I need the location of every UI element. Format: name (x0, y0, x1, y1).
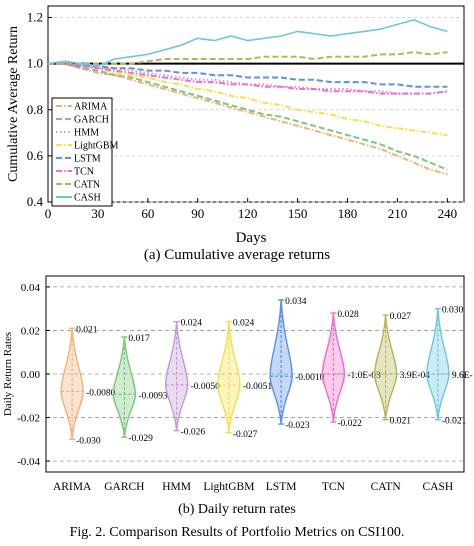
legend-label-lightgbm: LightGBM (74, 141, 119, 152)
mean-label-garch: -0.0093 (138, 391, 168, 401)
x-tick-label-a: 180 (338, 206, 358, 221)
x-axis-label-a: Days (236, 230, 267, 246)
x-tick-label-a: 0 (45, 206, 52, 221)
legend-label-tcn: TCN (74, 167, 94, 178)
min-label-lightgbm: -0.027 (233, 430, 258, 440)
mean-label-catn: 3.9E-04 (400, 371, 431, 381)
category-label-cash: CASH (423, 481, 454, 493)
min-label-cash: -0.021 (442, 417, 467, 427)
mean-label-arima: -0.0080 (86, 388, 116, 398)
series-line-hmm (48, 62, 448, 95)
mean-label-hmm: -0.0050 (191, 382, 221, 392)
legend: ARIMA GARCH HMM LightGBM LSTM TCN CATN CASH (51, 97, 119, 207)
category-label-lightgbm: LightGBM (203, 481, 254, 493)
series-line-lstm (48, 62, 448, 88)
y-tick-label-b: -0.04 (17, 456, 40, 468)
category-label-arima: ARIMA (53, 481, 92, 493)
series-line-cash (47, 18, 448, 67)
legend-label-lstm: LSTM (74, 154, 101, 165)
max-label-cash: 0.030 (442, 306, 464, 316)
y-tick-label-a: 0.8 (27, 102, 43, 117)
y-axis-label-b: Daily Return Rates (2, 332, 14, 416)
series-line-catn (48, 51, 448, 65)
y-tick-label-b: -0.02 (17, 413, 40, 425)
min-label-tcn: -0.022 (337, 419, 362, 429)
x-tick-label-a: 120 (238, 206, 258, 221)
ticks-a: 0.4 0.6 0.8 1.0 1.2 0 30 60 90 120 150 180 210 240 (27, 10, 457, 221)
mean-label-cash: 9.6E- (452, 371, 473, 381)
max-label-lstm: 0.034 (285, 297, 307, 307)
min-label-garch: -0.029 (128, 434, 153, 444)
violins: 0.021 -0.030 -0.0080 0.017 -0.029 -0.0093 0.02… (60, 297, 473, 446)
mean-label-tcn: -1.0E-03 (347, 371, 381, 381)
max-label-tcn: 0.028 (337, 310, 359, 320)
legend-label-arima: ARIMA (74, 102, 108, 113)
series-lines (47, 18, 464, 176)
legend-label-cash: CASH (74, 193, 101, 204)
legend-label-garch: GARCH (74, 115, 109, 126)
legend-label-hmm: HMM (74, 128, 99, 139)
x-tick-label-a: 240 (438, 206, 458, 221)
max-label-lightgbm: 0.024 (233, 319, 255, 329)
max-label-catn: 0.027 (390, 312, 412, 322)
y-tick-label-a: 0.4 (27, 194, 44, 209)
y-tick-label-b: 0.00 (21, 369, 41, 381)
series-line-garch (48, 62, 448, 171)
y-tick-label-a: 1.0 (27, 56, 43, 71)
min-label-catn: 0.021 (390, 417, 412, 427)
category-label-hmm: HMM (162, 481, 191, 493)
daily-return-violin-chart: -0.04 -0.02 0.00 0.02 0.04 ARIMA GARCH HMM Light… (2, 275, 473, 493)
legend-box (51, 97, 113, 207)
legend-label-catn: CATN (74, 180, 100, 191)
plot-frame-a (47, 5, 465, 203)
cumulative-returns-chart: 0.4 0.6 0.8 1.0 1.2 0 30 60 90 120 150 180 210 240 AR… (6, 5, 465, 246)
x-tick-label-a: 30 (91, 206, 104, 221)
category-label-catn: CATN (371, 481, 402, 493)
subcaption-b: (b) Daily return rates (178, 502, 296, 517)
max-label-garch: 0.017 (128, 334, 150, 344)
min-label-lstm: -0.023 (285, 421, 310, 431)
y-tick-label-a: 0.6 (27, 148, 44, 163)
category-label-lstm: LSTM (266, 481, 297, 493)
y-tick-label-a: 1.2 (27, 10, 43, 25)
mean-label-lstm: -0.0010 (295, 373, 325, 383)
min-label-hmm: -0.026 (181, 428, 206, 438)
mean-label-lightgbm: -0.0051 (243, 382, 273, 392)
figure-caption: Fig. 2. Comparison Results of Portfolio … (69, 525, 405, 540)
min-label-arima: -0.030 (76, 436, 101, 446)
max-label-hmm: 0.024 (181, 319, 203, 329)
max-label-arima: 0.021 (76, 325, 98, 335)
x-tick-label-a: 150 (288, 206, 308, 221)
y-tick-label-b: 0.02 (21, 325, 40, 337)
x-tick-label-a: 90 (191, 206, 204, 221)
category-label-tcn: TCN (322, 481, 346, 493)
series-line-tcn (48, 62, 448, 95)
y-axis-label-a: Cumulative Average Return (6, 26, 21, 182)
subcaption-a: (a) Cumulative average returns (143, 247, 331, 263)
category-label-garch: GARCH (104, 481, 144, 493)
x-tick-label-a: 210 (388, 206, 408, 221)
ticks-b: -0.04 -0.02 0.00 0.02 0.04 ARIMA GARCH HMM Light… (17, 282, 453, 493)
y-tick-label-b: 0.04 (21, 282, 41, 294)
x-tick-label-a: 60 (141, 206, 154, 221)
